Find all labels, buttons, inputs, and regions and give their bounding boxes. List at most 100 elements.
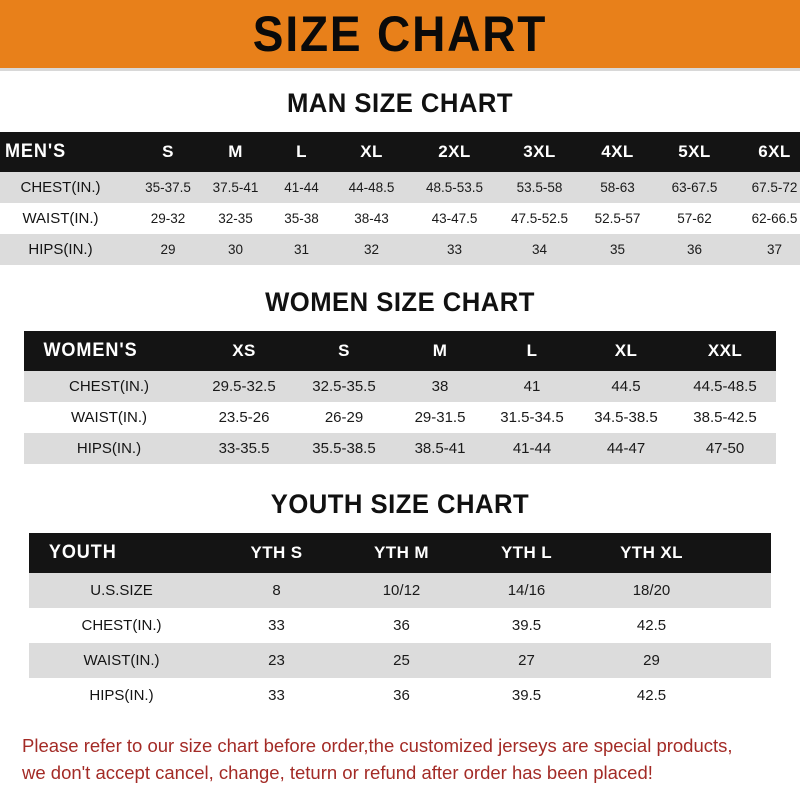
youth-row-0-label: U.S.SIZE [90, 582, 153, 599]
table-row: WAIST(IN.) 29-32 32-35 35-38 38-43 43-47… [0, 203, 800, 234]
table-row: HIPS(IN.) 29 30 31 32 33 34 35 36 37 [0, 234, 800, 265]
youth-col-2: YTH L [500, 543, 553, 562]
youth-cell-1-2: 39.5 [511, 617, 542, 634]
youth-section-title: YOUTH SIZE CHART [270, 489, 530, 519]
women-cell-2-1: 35.5-38.5 [312, 440, 376, 457]
youth-table-wrapper: YOUTH YTH S YTH M YTH L YTH XL U.S.SIZE … [0, 533, 800, 713]
table-row: CHEST(IN.) 35-37.5 37.5-41 41-44 44-48.5… [0, 172, 800, 203]
man-cell-2-4: 33 [446, 242, 463, 257]
youth-table-header: YOUTH YTH S YTH M YTH L YTH XL [29, 533, 771, 573]
women-col-3: L [526, 341, 538, 360]
man-cell-1-4: 43-47.5 [431, 211, 478, 226]
man-cell-2-2: 31 [293, 242, 310, 257]
man-col-0: S [162, 142, 174, 161]
man-cell-1-7: 57-62 [677, 211, 712, 226]
youth-cell-1-1: 36 [393, 617, 410, 634]
youth-corner-label: YOUTH [48, 542, 117, 563]
man-cell-0-7: 63-67.5 [671, 180, 718, 195]
youth-col-1: YTH M [374, 543, 429, 562]
man-cell-1-8: 62-66.5 [751, 211, 798, 226]
women-header-row: WOMEN'S XS S M L XL XXL [24, 331, 776, 371]
youth-cell-3-0: 33 [268, 687, 285, 704]
women-col-2: M [432, 341, 448, 360]
women-size-table: WOMEN'S XS S M L XL XXL CHEST(IN.) 29.5-… [24, 331, 776, 464]
man-cell-2-1: 30 [227, 242, 244, 257]
women-cell-2-5: 47-50 [705, 440, 745, 457]
youth-col-spacer [714, 533, 771, 573]
women-table-body: CHEST(IN.) 29.5-32.5 32.5-35.5 38 41 44.… [24, 371, 776, 464]
man-cell-0-1: 37.5-41 [212, 180, 259, 195]
youth-cell-0-spacer [714, 573, 771, 608]
women-row-2-label: HIPS(IN.) [76, 440, 142, 457]
youth-cell-2-3: 29 [643, 652, 660, 669]
women-table-header: WOMEN'S XS S M L XL XXL [24, 331, 776, 371]
youth-cell-2-0: 23 [268, 652, 285, 669]
women-cell-1-4: 34.5-38.5 [594, 409, 658, 426]
women-cell-0-4: 44.5 [611, 378, 641, 395]
women-table-wrapper: WOMEN'S XS S M L XL XXL CHEST(IN.) 29.5-… [0, 331, 800, 464]
man-col-8: 6XL [758, 142, 791, 161]
man-cell-2-8: 37 [766, 242, 783, 257]
youth-cell-2-spacer [714, 643, 771, 678]
youth-col-3: YTH XL [620, 543, 683, 562]
disclaimer-line-2: we don't accept cancel, change, teturn o… [22, 761, 653, 783]
women-cell-2-4: 44-47 [606, 440, 646, 457]
women-cell-0-0: 29.5-32.5 [212, 378, 276, 395]
youth-cell-3-2: 39.5 [511, 687, 542, 704]
table-row: CHEST(IN.) 29.5-32.5 32.5-35.5 38 41 44.… [24, 371, 776, 402]
man-col-7: 5XL [678, 142, 711, 161]
youth-cell-1-spacer [714, 608, 771, 643]
youth-header-row: YOUTH YTH S YTH M YTH L YTH XL [29, 533, 771, 573]
page-banner: SIZE CHART [0, 0, 800, 68]
women-cell-0-3: 41 [523, 378, 541, 395]
table-row: WAIST(IN.) 23.5-26 26-29 29-31.5 31.5-34… [24, 402, 776, 433]
youth-row-3-label: HIPS(IN.) [89, 687, 154, 704]
table-row: U.S.SIZE 8 10/12 14/16 18/20 [29, 573, 771, 608]
man-cell-0-8: 67.5-72 [751, 180, 798, 195]
page-title: SIZE CHART [252, 6, 548, 62]
youth-cell-2-1: 25 [393, 652, 410, 669]
man-row-1-label: WAIST(IN.) [22, 210, 99, 227]
man-cell-2-7: 36 [686, 242, 703, 257]
women-cell-2-2: 38.5-41 [414, 440, 466, 457]
youth-cell-3-spacer [714, 678, 771, 713]
man-cell-1-0: 29-32 [150, 211, 186, 226]
man-row-2-label: HIPS(IN.) [28, 241, 93, 258]
man-corner-label: MEN'S [4, 141, 66, 162]
youth-cell-0-0: 8 [272, 582, 281, 599]
man-row-0-label: CHEST(IN.) [20, 179, 101, 196]
man-col-2: L [296, 142, 307, 161]
man-cell-1-1: 32-35 [218, 211, 253, 226]
disclaimer-line-1: Please refer to our size chart before or… [22, 735, 733, 756]
women-corner-label: WOMEN'S [43, 340, 138, 361]
women-cell-1-3: 31.5-34.5 [500, 409, 564, 426]
youth-cell-0-3: 18/20 [632, 582, 671, 599]
women-cell-0-2: 38 [431, 378, 449, 395]
women-row-1-label: WAIST(IN.) [70, 409, 148, 426]
women-cell-1-0: 23.5-26 [218, 409, 270, 426]
youth-size-table: YOUTH YTH S YTH M YTH L YTH XL U.S.SIZE … [29, 533, 771, 713]
man-size-table: MEN'S S M L XL 2XL 3XL 4XL 5XL 6XL CHEST… [0, 132, 800, 265]
man-cell-1-5: 47.5-52.5 [510, 211, 569, 226]
man-col-5: 3XL [523, 142, 556, 161]
youth-cell-0-1: 10/12 [382, 582, 421, 599]
youth-cell-3-3: 42.5 [636, 687, 667, 704]
man-cell-2-6: 35 [609, 242, 626, 257]
youth-cell-3-1: 36 [393, 687, 410, 704]
man-header-row: MEN'S S M L XL 2XL 3XL 4XL 5XL 6XL [0, 132, 800, 172]
man-cell-2-0: 29 [160, 242, 176, 257]
man-col-4: 2XL [438, 142, 471, 161]
man-cell-0-5: 53.5-58 [516, 180, 563, 195]
youth-cell-2-2: 27 [518, 652, 535, 669]
women-cell-1-2: 29-31.5 [414, 409, 466, 426]
man-cell-2-3: 32 [363, 242, 380, 257]
man-section-title: MAN SIZE CHART [286, 88, 514, 118]
women-col-1: S [338, 341, 350, 360]
women-cell-2-3: 41-44 [512, 440, 552, 457]
man-table-header: MEN'S S M L XL 2XL 3XL 4XL 5XL 6XL [0, 132, 800, 172]
women-cell-2-0: 33-35.5 [218, 440, 270, 457]
women-col-5: XXL [707, 341, 743, 360]
man-cell-0-4: 48.5-53.5 [425, 180, 484, 195]
man-col-3: XL [360, 142, 383, 161]
